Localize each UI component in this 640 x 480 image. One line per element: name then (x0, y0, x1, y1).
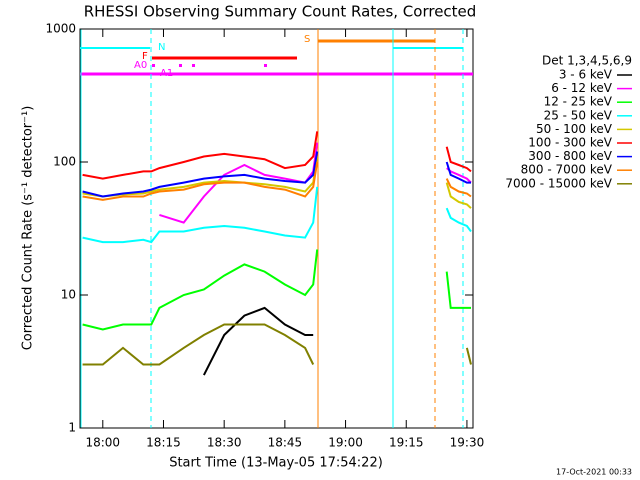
flag-dot (152, 64, 155, 67)
legend-label: 3 - 6 keV (559, 68, 613, 82)
legend-label: 300 - 800 keV (528, 149, 612, 163)
x-tick-label: 19:15 (389, 436, 424, 450)
annotation: N (158, 42, 165, 53)
x-tick-label: 18:45 (268, 436, 303, 450)
series-line (82, 249, 471, 331)
legend-title: Det 1,3,4,5,6,9 (542, 54, 632, 68)
series-line (82, 156, 472, 209)
legend-label: 6 - 12 keV (551, 81, 613, 95)
x-axis-label: Start Time (13-May-05 17:54:22) (169, 456, 383, 471)
series-line (82, 186, 472, 244)
plot-frame (79, 28, 474, 429)
y-tick-label: 10 (61, 288, 76, 302)
chart-title: RHESSI Observing Summary Count Rates, Co… (84, 3, 477, 21)
legend-label: 800 - 7000 keV (521, 163, 613, 177)
y-tick-label: 1 (68, 421, 76, 435)
annotation: F (142, 51, 148, 62)
series-line (82, 151, 471, 198)
series-line (82, 161, 472, 201)
footer: 17-Oct-2021 00:33 (556, 468, 632, 477)
legend-label: 100 - 300 keV (528, 136, 612, 150)
legend-label: 50 - 100 keV (536, 122, 613, 136)
legend-label: 12 - 25 keV (544, 95, 613, 109)
annotation: S (304, 34, 310, 45)
y-tick-label: 1000 (45, 22, 76, 36)
x-tick-label: 18:30 (207, 436, 242, 450)
annotation: A0 (134, 60, 147, 71)
x-tick-label: 18:00 (85, 436, 120, 450)
x-tick-label: 19:30 (450, 436, 485, 450)
x-tick-label: 19:00 (328, 436, 363, 450)
annotation: A1 (160, 68, 173, 79)
series-line (82, 323, 472, 366)
x-tick-label: 18:15 (146, 436, 181, 450)
flag-dot (264, 64, 267, 67)
series-line (203, 306, 314, 376)
y-tick-label: 100 (53, 155, 76, 169)
flag-dot (192, 64, 195, 67)
legend-label: 7000 - 15000 keV (505, 176, 612, 190)
legend-label: 25 - 50 keV (544, 108, 613, 122)
flag-dot (179, 64, 182, 67)
series-line (82, 131, 472, 180)
y-axis-label: Corrected Count Rate (s⁻¹ detector⁻¹) (21, 106, 36, 351)
